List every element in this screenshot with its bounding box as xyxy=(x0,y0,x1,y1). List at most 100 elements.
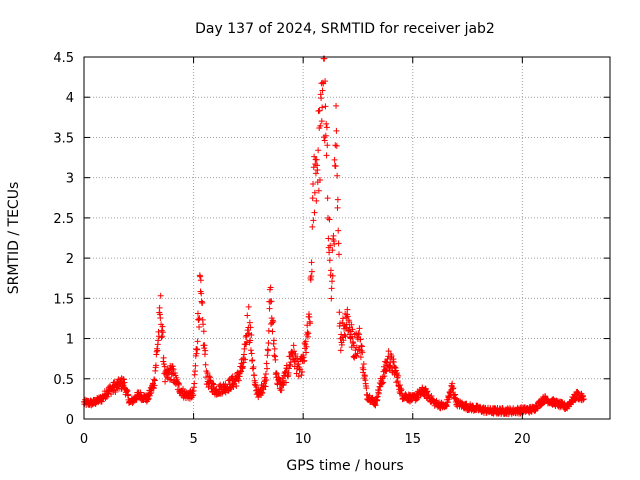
data-point xyxy=(282,379,289,386)
data-point xyxy=(263,360,270,367)
data-point xyxy=(393,379,400,386)
data-point xyxy=(158,334,165,341)
data-point xyxy=(295,361,302,368)
data-point xyxy=(270,337,277,344)
data-point xyxy=(154,347,161,354)
data-point xyxy=(334,172,341,179)
data-point xyxy=(205,384,212,391)
data-point xyxy=(332,163,339,170)
data-point xyxy=(338,341,345,348)
data-point xyxy=(424,388,431,395)
data-point xyxy=(357,354,364,361)
data-point xyxy=(333,142,340,149)
data-point xyxy=(328,285,335,292)
data-point xyxy=(363,385,370,392)
data-point xyxy=(310,180,317,187)
data-point xyxy=(360,366,367,373)
data-point xyxy=(299,368,306,375)
data-point xyxy=(105,390,112,397)
data-point xyxy=(249,357,256,364)
x-tick-label: 0 xyxy=(80,432,88,447)
axis-ticks: 0 0.5 1 1.5 2 2.5 3 3.5 4 4.5 0 5 10 15 20 xyxy=(53,51,610,447)
data-point xyxy=(245,303,252,310)
data-point xyxy=(312,170,319,177)
data-point xyxy=(290,342,297,349)
data-point xyxy=(308,259,315,266)
x-tick-label: 20 xyxy=(514,432,531,447)
data-point xyxy=(315,187,322,194)
data-point xyxy=(395,372,402,379)
data-point xyxy=(262,370,269,377)
data-point xyxy=(354,350,361,357)
data-point xyxy=(170,366,177,373)
data-point xyxy=(337,347,344,354)
y-tick-label: 2 xyxy=(66,252,74,267)
data-point xyxy=(313,197,320,204)
data-point xyxy=(374,393,381,400)
x-tick-label: 15 xyxy=(404,432,421,447)
data-point xyxy=(335,251,342,258)
data-point xyxy=(335,227,342,234)
data-point xyxy=(151,376,158,383)
data-point xyxy=(120,382,127,389)
data-point xyxy=(379,373,386,380)
y-tick-label: 3 xyxy=(66,172,74,187)
data-point xyxy=(278,387,285,394)
data-point xyxy=(209,380,216,387)
data-point xyxy=(348,321,355,328)
data-point xyxy=(159,333,166,340)
data-point xyxy=(265,347,272,354)
data-point xyxy=(314,166,321,173)
data-point xyxy=(324,142,331,149)
data-point xyxy=(235,377,242,384)
data-point xyxy=(244,312,251,319)
data-point xyxy=(328,295,335,302)
data-point xyxy=(194,338,201,345)
data-point xyxy=(307,320,314,327)
data-point xyxy=(295,373,302,380)
data-point xyxy=(159,323,166,330)
data-point xyxy=(263,376,270,383)
data-point xyxy=(121,379,128,386)
data-point xyxy=(240,351,247,358)
data-point xyxy=(157,292,164,299)
data-point xyxy=(322,103,329,110)
data-point xyxy=(175,381,182,388)
data-point xyxy=(344,306,351,313)
data-point xyxy=(303,349,310,356)
data-point xyxy=(280,382,287,389)
data-point xyxy=(287,359,294,366)
data-point xyxy=(327,267,334,274)
data-point xyxy=(247,347,254,354)
x-axis-label: GPS time / hours xyxy=(286,458,403,474)
data-point xyxy=(305,330,312,337)
data-point xyxy=(265,339,272,346)
data-point xyxy=(161,363,168,370)
data-point xyxy=(379,380,386,387)
data-point xyxy=(342,333,349,340)
data-point xyxy=(308,268,315,275)
data-point xyxy=(125,391,132,398)
y-tick-label: 4.5 xyxy=(53,51,74,66)
data-point xyxy=(344,313,351,320)
data-point xyxy=(267,298,274,305)
data-point xyxy=(360,360,367,367)
data-point xyxy=(329,278,336,285)
data-point xyxy=(194,310,201,317)
data-point xyxy=(271,352,278,359)
x-tick-label: 5 xyxy=(189,432,197,447)
data-point xyxy=(323,152,330,159)
data-point xyxy=(151,377,158,384)
data-point xyxy=(272,356,279,363)
data-point xyxy=(331,156,338,163)
data-point xyxy=(358,343,365,350)
data-point xyxy=(243,341,250,348)
data-point xyxy=(233,383,240,390)
data-point xyxy=(246,319,253,326)
data-point xyxy=(321,137,328,144)
data-point xyxy=(310,164,317,171)
data-point xyxy=(444,399,451,406)
data-point xyxy=(157,315,164,322)
data-point xyxy=(162,378,169,385)
data-point xyxy=(396,382,403,389)
